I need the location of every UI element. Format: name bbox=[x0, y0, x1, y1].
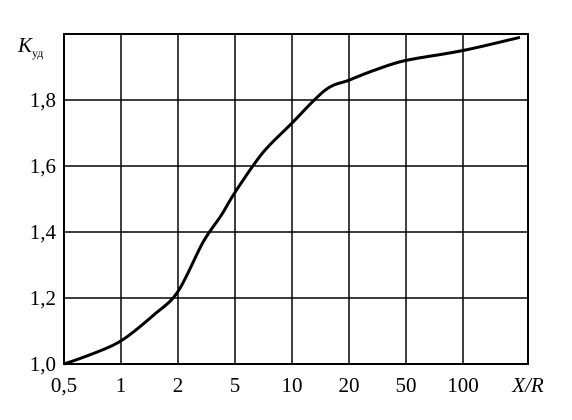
x-tick-labels: 0,5 1 2 5 10 20 50 100 bbox=[51, 373, 479, 397]
x-axis-label: X/R bbox=[511, 373, 544, 397]
x-tick-label: 10 bbox=[282, 373, 303, 397]
x-tick-label: 50 bbox=[396, 373, 417, 397]
y-tick-labels: 1,0 1,2 1,4 1,6 1,8 bbox=[30, 88, 57, 376]
x-tick-label: 0,5 bbox=[51, 373, 77, 397]
x-tick-label: 1 bbox=[116, 373, 127, 397]
y-axis-label-subscript: уд bbox=[32, 46, 43, 60]
y-axis-label: Kуд bbox=[17, 33, 43, 60]
x-tick-label: 5 bbox=[230, 373, 241, 397]
x-tick-label: 100 bbox=[447, 373, 479, 397]
series-line bbox=[63, 35, 521, 366]
y-tick-label: 1,4 bbox=[30, 220, 57, 244]
y-tick-label: 1,8 bbox=[30, 88, 56, 112]
y-tick-label: 1,0 bbox=[30, 352, 56, 376]
y-tick-label: 1,2 bbox=[30, 286, 56, 310]
curve-layer bbox=[63, 35, 521, 366]
y-tick-label: 1,6 bbox=[30, 154, 56, 178]
y-axis-label-main: K bbox=[17, 33, 33, 57]
x-tick-label: 2 bbox=[173, 373, 184, 397]
plot-frame bbox=[63, 33, 529, 365]
x-tick-label: 20 bbox=[339, 373, 360, 397]
grid bbox=[63, 33, 529, 365]
